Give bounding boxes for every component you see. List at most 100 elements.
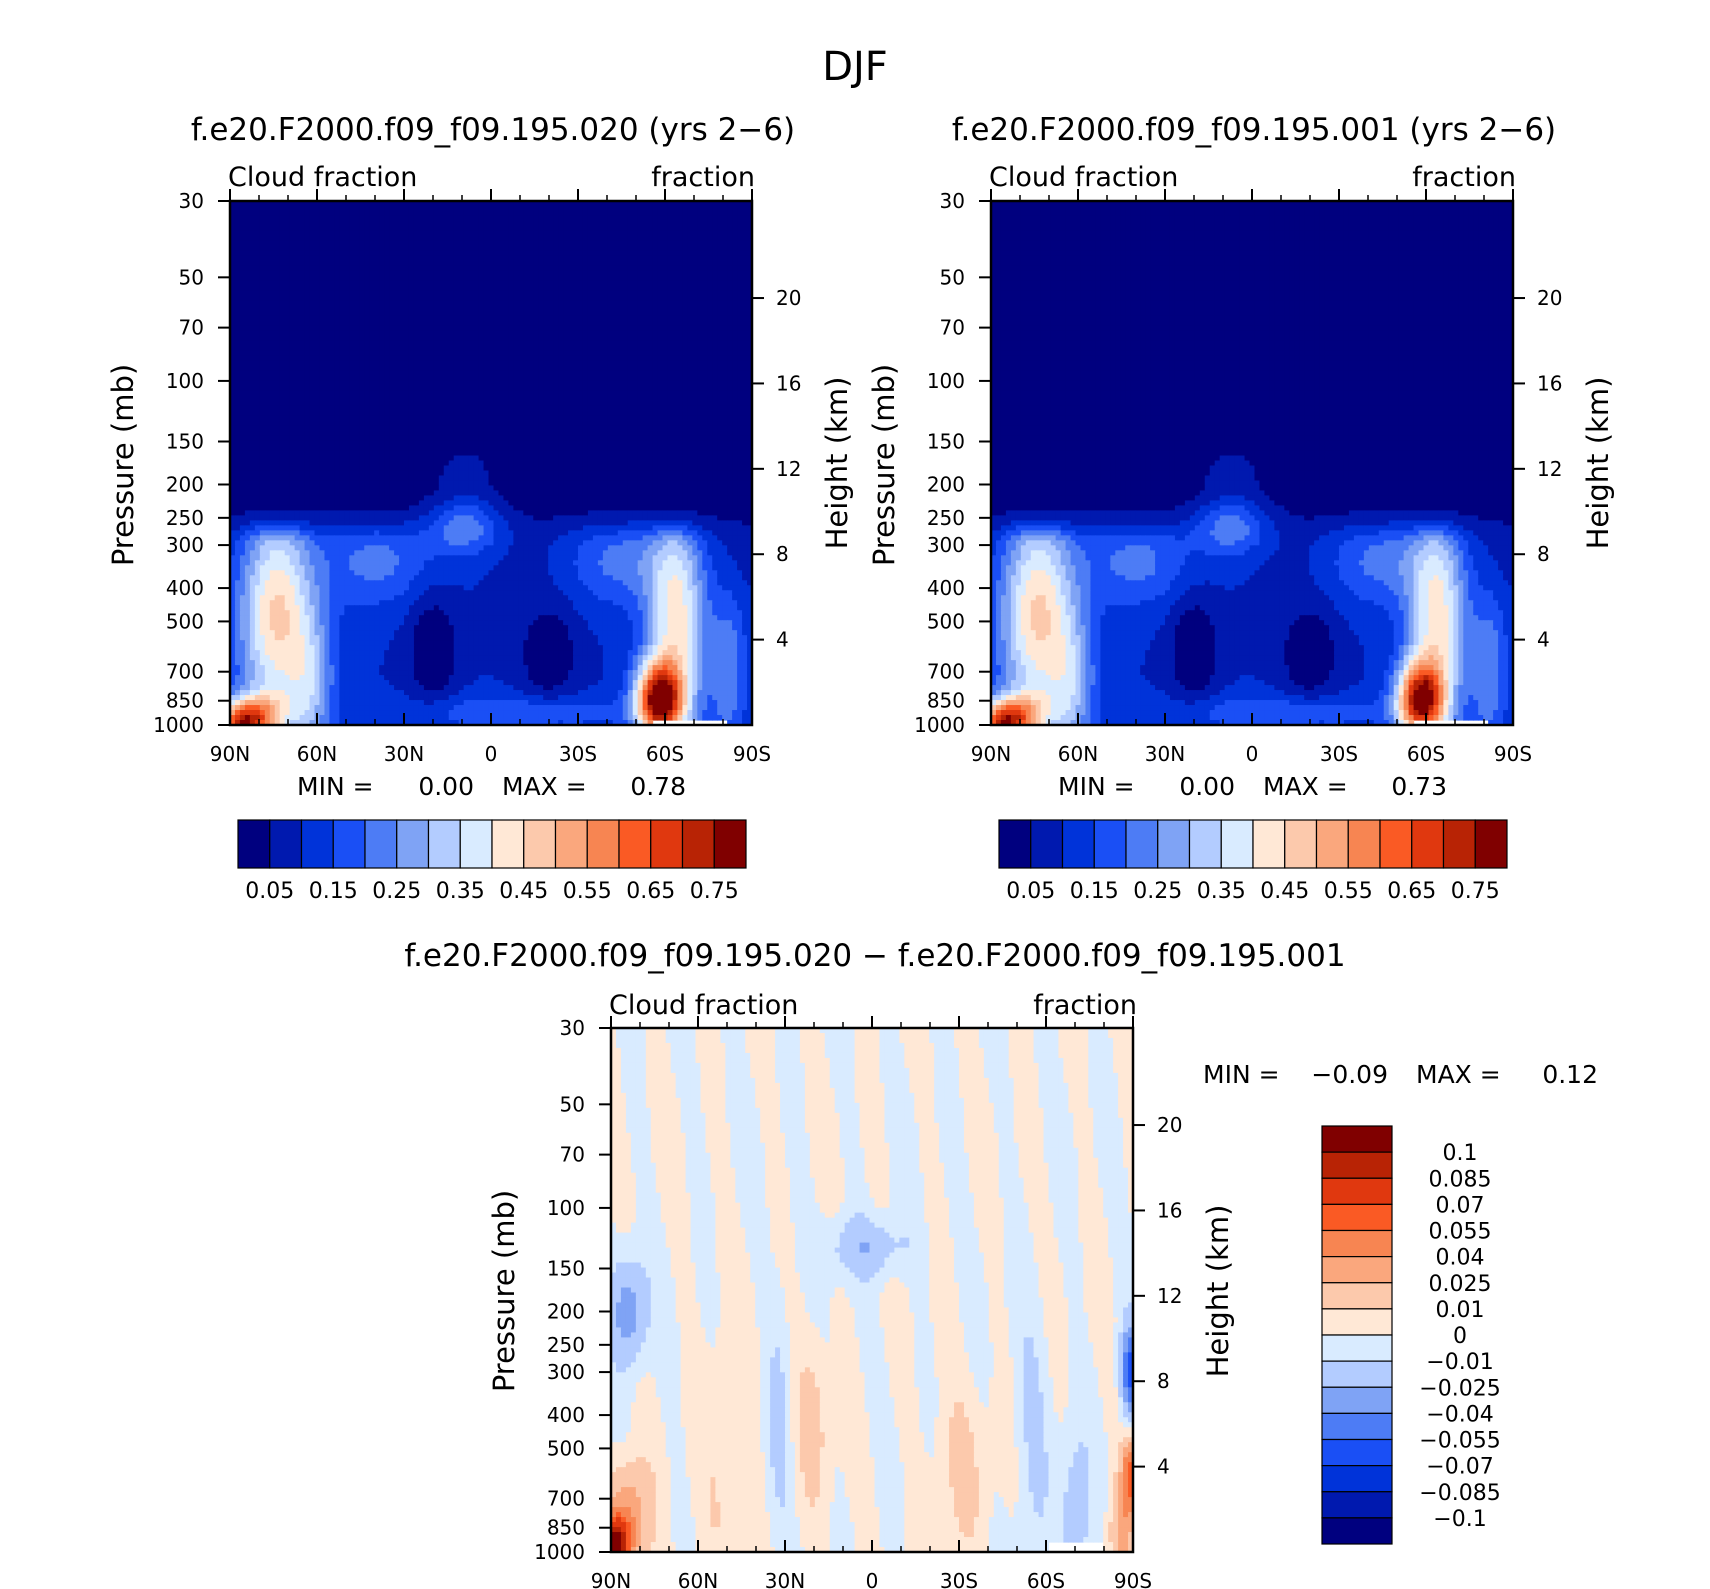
field-cell bbox=[588, 276, 594, 282]
field-cell bbox=[643, 376, 649, 382]
field-cell bbox=[573, 291, 579, 297]
field-cell bbox=[404, 401, 410, 407]
field-cell bbox=[439, 326, 445, 332]
field-cell bbox=[643, 291, 649, 297]
field-cell bbox=[344, 421, 350, 427]
field-cell bbox=[290, 241, 296, 247]
field-cell bbox=[359, 226, 365, 232]
field-cell bbox=[399, 226, 405, 232]
field-cell bbox=[424, 286, 430, 292]
field-cell bbox=[384, 346, 390, 352]
field-cell bbox=[275, 421, 281, 427]
field-cell bbox=[618, 406, 624, 412]
field-cell bbox=[489, 436, 495, 442]
field-cell bbox=[598, 416, 604, 422]
field-cell bbox=[315, 206, 321, 212]
field-cell bbox=[553, 266, 559, 272]
field-cell bbox=[518, 301, 524, 307]
field-cell bbox=[553, 251, 559, 257]
field-cell bbox=[643, 206, 649, 212]
field-cell bbox=[583, 406, 589, 412]
field-cell bbox=[518, 376, 524, 382]
field-cell bbox=[672, 336, 678, 342]
field-cell bbox=[548, 231, 554, 237]
field-cell bbox=[454, 271, 460, 277]
field-cell bbox=[419, 286, 425, 292]
field-cell bbox=[533, 316, 539, 322]
field-cell bbox=[255, 291, 261, 297]
field-cell bbox=[677, 416, 683, 422]
field-cell bbox=[643, 236, 649, 242]
field-cell bbox=[553, 401, 559, 407]
field-cell bbox=[295, 246, 301, 252]
field-cell bbox=[493, 336, 499, 342]
field-cell bbox=[508, 376, 514, 382]
field-cell bbox=[578, 211, 584, 217]
field-cell bbox=[573, 276, 579, 282]
field-cell bbox=[643, 316, 649, 322]
field-cell bbox=[648, 286, 654, 292]
field-cell bbox=[742, 376, 748, 382]
field-cell bbox=[732, 276, 738, 282]
field-cell bbox=[429, 256, 435, 262]
field-cell bbox=[702, 236, 708, 242]
field-cell bbox=[354, 401, 360, 407]
field-cell bbox=[444, 231, 450, 237]
field-cell bbox=[250, 231, 256, 237]
field-cell bbox=[275, 381, 281, 387]
field-cell bbox=[737, 421, 743, 427]
field-cell bbox=[732, 421, 738, 427]
field-cell bbox=[533, 341, 539, 347]
field-cell bbox=[697, 301, 703, 307]
field-cell bbox=[533, 376, 539, 382]
field-cell bbox=[513, 326, 519, 332]
field-cell bbox=[399, 336, 405, 342]
field-cell bbox=[324, 311, 330, 317]
field-cell bbox=[459, 306, 465, 312]
field-cell bbox=[618, 396, 624, 402]
field-cell bbox=[424, 346, 430, 352]
field-cell bbox=[379, 276, 385, 282]
field-cell bbox=[419, 206, 425, 212]
field-cell bbox=[697, 216, 703, 222]
field-cell bbox=[240, 341, 246, 347]
field-cell bbox=[658, 216, 664, 222]
field-cell bbox=[628, 276, 634, 282]
field-cell bbox=[275, 401, 281, 407]
field-cell bbox=[439, 316, 445, 322]
field-cell bbox=[454, 381, 460, 387]
field-cell bbox=[742, 406, 748, 412]
field-cell bbox=[558, 281, 564, 287]
field-cell bbox=[677, 276, 683, 282]
field-cell bbox=[339, 371, 345, 377]
field-cell bbox=[344, 311, 350, 317]
field-cell bbox=[613, 386, 619, 392]
field-cell bbox=[732, 376, 738, 382]
field-cell bbox=[469, 291, 475, 297]
field-cell bbox=[672, 266, 678, 272]
field-cell bbox=[633, 296, 639, 302]
field-cell bbox=[563, 256, 569, 262]
field-cell bbox=[583, 296, 589, 302]
field-cell bbox=[697, 251, 703, 257]
field-cell bbox=[419, 321, 425, 327]
field-cell bbox=[459, 336, 465, 342]
field-cell bbox=[434, 256, 440, 262]
field-cell bbox=[265, 261, 271, 267]
field-cell bbox=[498, 411, 504, 417]
field-cell bbox=[419, 331, 425, 337]
field-cell bbox=[682, 366, 688, 372]
field-cell bbox=[300, 366, 306, 372]
field-cell bbox=[265, 291, 271, 297]
field-cell bbox=[265, 216, 271, 222]
field-cell bbox=[315, 251, 321, 257]
field-cell bbox=[310, 301, 316, 307]
field-cell bbox=[290, 341, 296, 347]
field-cell bbox=[414, 421, 420, 427]
field-cell bbox=[359, 411, 365, 417]
field-cell bbox=[444, 251, 450, 257]
field-cell bbox=[667, 291, 673, 297]
field-cell bbox=[568, 241, 574, 247]
field-cell bbox=[653, 211, 659, 217]
field-cell bbox=[459, 286, 465, 292]
